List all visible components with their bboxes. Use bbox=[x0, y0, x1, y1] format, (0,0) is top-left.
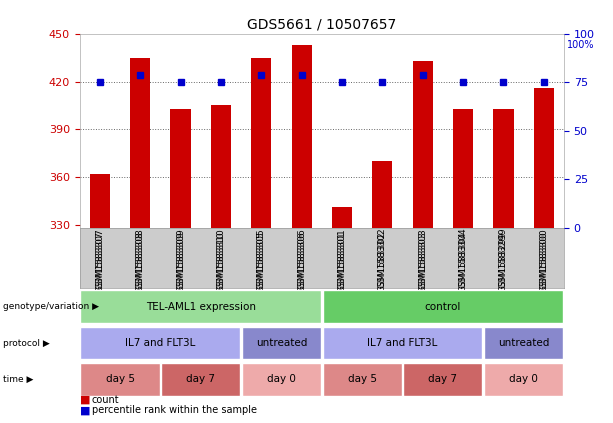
Bar bbox=[170, 109, 191, 228]
Bar bbox=[484, 327, 563, 360]
Text: GSM1583299: GSM1583299 bbox=[499, 231, 508, 291]
Bar bbox=[161, 363, 240, 396]
Bar bbox=[292, 45, 312, 228]
Bar bbox=[89, 174, 110, 228]
Text: day 5: day 5 bbox=[348, 374, 376, 385]
Text: day 5: day 5 bbox=[105, 374, 134, 385]
Bar bbox=[211, 105, 231, 228]
Text: protocol ▶: protocol ▶ bbox=[3, 338, 50, 348]
Text: GSM1583310: GSM1583310 bbox=[216, 231, 226, 291]
Text: day 7: day 7 bbox=[186, 374, 215, 385]
Text: percentile rank within the sample: percentile rank within the sample bbox=[92, 405, 257, 415]
Bar bbox=[80, 290, 321, 323]
Text: GSM1583308: GSM1583308 bbox=[135, 231, 145, 291]
Bar bbox=[80, 363, 159, 396]
Text: ■: ■ bbox=[80, 395, 90, 405]
Bar bbox=[413, 61, 433, 228]
Text: GSM1583301: GSM1583301 bbox=[338, 231, 346, 291]
Text: untreated: untreated bbox=[498, 338, 549, 348]
Bar bbox=[403, 363, 482, 396]
Text: GSM1583306: GSM1583306 bbox=[297, 231, 306, 291]
Text: GSM1583302: GSM1583302 bbox=[378, 228, 387, 288]
Bar bbox=[534, 88, 554, 228]
Bar bbox=[242, 327, 321, 360]
Title: GDS5661 / 10507657: GDS5661 / 10507657 bbox=[247, 17, 397, 31]
Bar bbox=[332, 207, 352, 228]
Text: GSM1583305: GSM1583305 bbox=[257, 228, 266, 288]
Text: ■: ■ bbox=[80, 405, 90, 415]
Bar bbox=[242, 363, 321, 396]
Text: day 0: day 0 bbox=[267, 374, 296, 385]
Text: GSM1583302: GSM1583302 bbox=[378, 231, 387, 291]
Text: genotype/variation ▶: genotype/variation ▶ bbox=[3, 302, 99, 311]
Text: GSM1583309: GSM1583309 bbox=[176, 228, 185, 288]
Text: TEL-AML1 expression: TEL-AML1 expression bbox=[146, 302, 256, 312]
Text: GSM1583305: GSM1583305 bbox=[257, 231, 266, 291]
Text: GSM1583303: GSM1583303 bbox=[418, 231, 427, 291]
Text: GSM1583309: GSM1583309 bbox=[176, 231, 185, 291]
Text: IL7 and FLT3L: IL7 and FLT3L bbox=[125, 338, 196, 348]
Text: GSM1583301: GSM1583301 bbox=[338, 228, 346, 288]
Text: count: count bbox=[92, 395, 120, 405]
Text: GSM1583306: GSM1583306 bbox=[297, 228, 306, 288]
Bar bbox=[493, 109, 514, 228]
Text: day 0: day 0 bbox=[509, 374, 538, 385]
Text: GSM1583300: GSM1583300 bbox=[539, 228, 548, 288]
Text: IL7 and FLT3L: IL7 and FLT3L bbox=[367, 338, 438, 348]
Text: untreated: untreated bbox=[256, 338, 307, 348]
Bar bbox=[322, 290, 563, 323]
Text: GSM1583299: GSM1583299 bbox=[499, 228, 508, 288]
Text: GSM1583304: GSM1583304 bbox=[459, 228, 468, 288]
Bar bbox=[251, 58, 272, 228]
Text: GSM1583307: GSM1583307 bbox=[96, 228, 104, 288]
Bar bbox=[322, 327, 482, 360]
Text: GSM1583304: GSM1583304 bbox=[459, 231, 468, 291]
Text: GSM1583308: GSM1583308 bbox=[135, 228, 145, 288]
Bar bbox=[484, 363, 563, 396]
Text: GSM1583307: GSM1583307 bbox=[96, 231, 104, 291]
Text: 100%: 100% bbox=[567, 40, 595, 50]
Text: control: control bbox=[425, 302, 461, 312]
Bar bbox=[130, 58, 150, 228]
Bar bbox=[80, 327, 240, 360]
Bar bbox=[372, 161, 392, 228]
Text: time ▶: time ▶ bbox=[3, 375, 34, 384]
Bar bbox=[453, 109, 473, 228]
Text: GSM1583310: GSM1583310 bbox=[216, 228, 226, 288]
Bar bbox=[322, 363, 402, 396]
Text: day 7: day 7 bbox=[428, 374, 457, 385]
Text: GSM1583300: GSM1583300 bbox=[539, 231, 548, 291]
Text: GSM1583303: GSM1583303 bbox=[418, 228, 427, 288]
